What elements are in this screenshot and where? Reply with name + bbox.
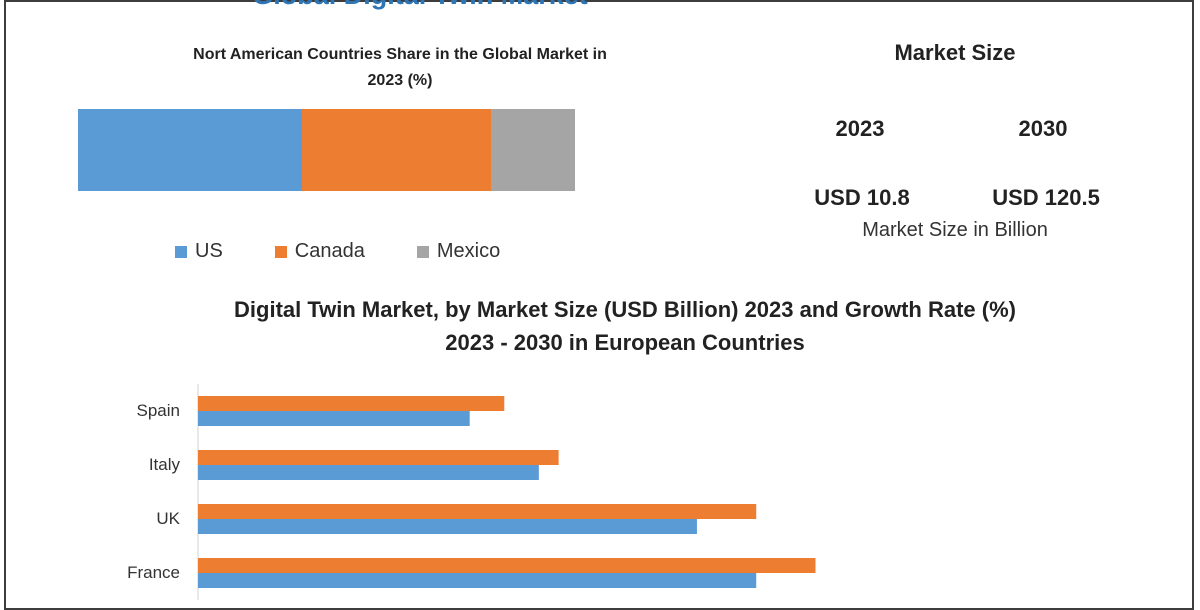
category-label-uk: UK (156, 509, 180, 528)
stacked-chart-title: Nort American Countries Share in the Glo… (150, 42, 650, 94)
bar-italy-series-2 (198, 465, 539, 480)
legend-swatch (175, 245, 187, 258)
stacked-share-bar (78, 109, 575, 191)
bar-france-series-2 (198, 573, 757, 588)
market-size-year-end: 2030 (1018, 116, 1068, 141)
stacked-chart-legend: US Canada Mexico (175, 240, 552, 263)
category-label-france: France (127, 563, 180, 582)
market-size-caption: Market Size in Billion (862, 219, 1048, 241)
bar-uk-series-1 (198, 504, 757, 519)
category-label-italy: Italy (149, 455, 181, 474)
bar-uk-series-2 (198, 519, 697, 534)
legend-item-mexico: Mexico (416, 240, 501, 263)
legend-swatch (274, 245, 287, 258)
main-title: Global Digital Twin Market (0, 0, 840, 11)
legend-label: US (195, 240, 223, 262)
bar-italy-series-1 (198, 450, 559, 465)
stacked-segment-canada (301, 109, 491, 191)
bar-chart-title-line1: Digital Twin Market, by Market Size (USD… (234, 297, 1016, 322)
stacked-chart-title-line2: 2023 (%) (367, 72, 433, 89)
market-size-year-start: 2023 (835, 116, 885, 141)
bar-chart-title: Digital Twin Market, by Market Size (USD… (150, 293, 1100, 359)
legend-label: Mexico (436, 240, 501, 262)
grouped-bar-chart: Spain Italy UK France (127, 384, 816, 600)
stacked-segment-mexico (490, 109, 575, 191)
legend-item-canada: Canada (274, 240, 365, 263)
bar-chart-title-line2: 2023 - 2030 in European Countries (445, 330, 805, 355)
bar-france-series-1 (198, 558, 816, 573)
legend-swatch (416, 245, 429, 258)
market-size-value-end: USD 120.5 (992, 185, 1100, 210)
market-size-value-start: USD 10.8 (814, 185, 910, 210)
stacked-chart-title-line1: Nort American Countries Share in the Glo… (193, 46, 607, 63)
bar-spain-series-1 (198, 396, 505, 411)
stacked-segment-us (78, 109, 302, 191)
legend-item-us: US (175, 240, 223, 263)
legend-label: Canada (294, 240, 365, 262)
bar-spain-series-2 (198, 411, 470, 426)
market-size-title: Market Size (894, 40, 1016, 65)
category-label-spain: Spain (137, 401, 180, 420)
